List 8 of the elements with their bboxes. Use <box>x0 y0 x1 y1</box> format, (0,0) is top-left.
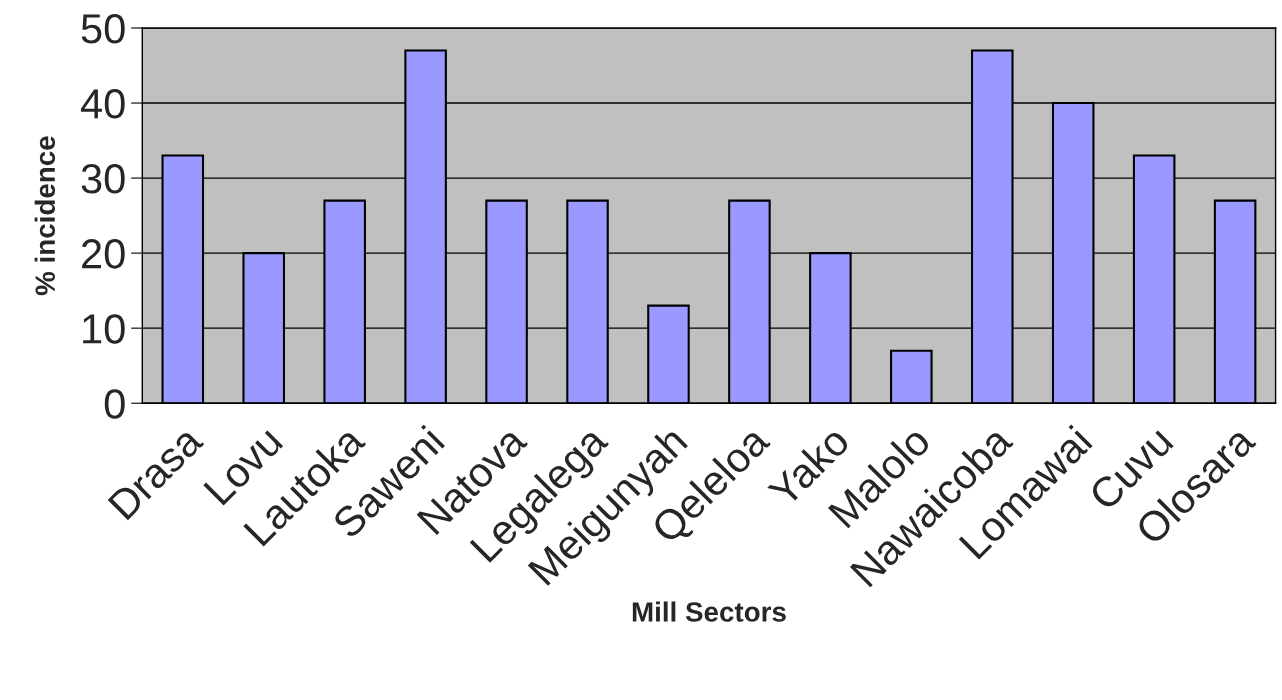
y-tick-label: 10 <box>83 314 125 344</box>
y-tick-label: 50 <box>81 14 125 44</box>
x-axis-title: Mill Sectors <box>632 601 786 622</box>
y-tick-label: 20 <box>82 239 125 269</box>
y-tick-label: 30 <box>81 164 125 194</box>
y-tick-label: 40 <box>80 89 125 119</box>
y-tick-label: 0 <box>104 389 125 419</box>
y-axis-title: % incidence <box>34 136 56 296</box>
